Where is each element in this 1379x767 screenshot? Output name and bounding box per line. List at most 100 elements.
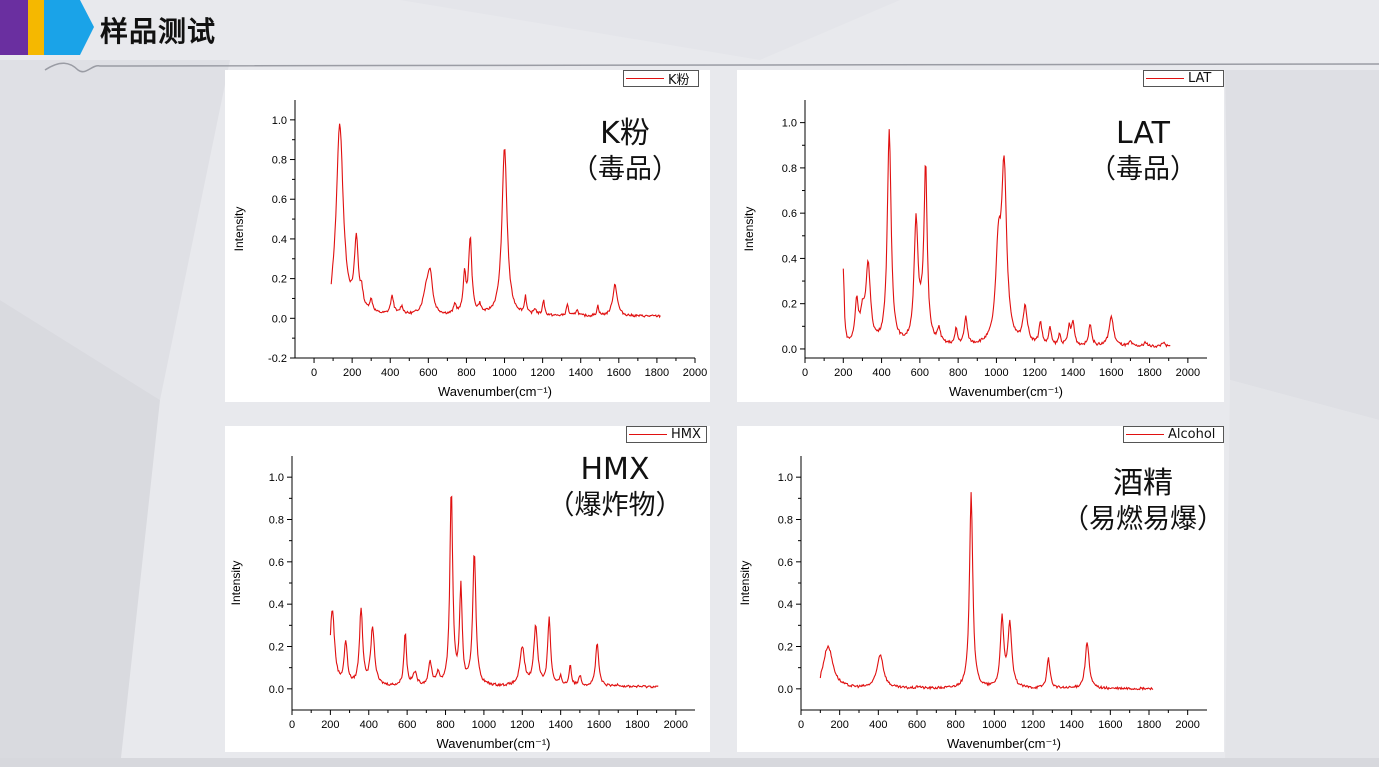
legend-label: HMX <box>671 427 701 442</box>
chart-legend: LAT <box>1143 70 1224 87</box>
x-tick-label: 1000 <box>982 719 1006 731</box>
y-tick-label: 0.0 <box>782 344 797 356</box>
slide-header: 样品测试 <box>0 0 1379 73</box>
legend-label: LAT <box>1188 71 1212 86</box>
x-tick-label: 1200 <box>530 367 554 379</box>
axes: 0.0 0.2 0.4 0.6 0.8 1.0 0 200 400 600 800 1000 1200 1… <box>742 100 1207 399</box>
x-tick-label: 400 <box>872 367 890 379</box>
chart-legend: HMX <box>626 426 707 443</box>
header-underline <box>44 62 1379 73</box>
x-tick-label: 1600 <box>1098 719 1122 731</box>
y-tick-label: 0.2 <box>272 274 287 286</box>
chart-hmx: 0.0 0.2 0.4 0.6 0.8 1.0 0 200 400 600 800 1000 1200 1… <box>229 456 695 751</box>
chart-annotation: HMX （爆炸物） <box>535 452 695 524</box>
x-tick-label: 1200 <box>1021 719 1045 731</box>
x-axis-label: Wavenumber(cm⁻¹) <box>949 384 1063 399</box>
y-axis-label: Intensity <box>738 561 752 606</box>
x-tick-label: 2000 <box>664 719 688 731</box>
y-tick-label: 0.6 <box>778 557 793 569</box>
chart-legend: K粉 <box>623 70 699 88</box>
spectrum-line <box>329 495 659 689</box>
y-tick-label: 0.4 <box>269 599 284 611</box>
chart-panel-hmx: 0.0 0.2 0.4 0.6 0.8 1.0 0 200 400 600 800 1000 1200 1… <box>225 426 710 752</box>
x-tick-label: 1000 <box>472 719 496 731</box>
chart-panel-k-powder: -0.2 0.0 0.2 0.4 0.6 0.8 1.0 0 200 400 600 800 1000 1… <box>225 70 710 402</box>
y-axis-label: Intensity <box>742 207 756 252</box>
chart-lat: 0.0 0.2 0.4 0.6 0.8 1.0 0 200 400 600 800 1000 1200 1… <box>742 100 1207 399</box>
x-tick-label: 2000 <box>1175 719 1199 731</box>
x-tick-label: 1400 <box>1059 719 1083 731</box>
y-tick-label: 1.0 <box>782 118 797 130</box>
x-tick-label: 1800 <box>645 367 669 379</box>
y-tick-label: 0.4 <box>272 234 287 246</box>
y-tick-label: 0.2 <box>778 642 793 654</box>
page-title: 样品测试 <box>100 15 217 48</box>
x-tick-label: 400 <box>360 719 378 731</box>
x-axis-label: Wavenumber(cm⁻¹) <box>438 384 552 399</box>
y-tick-label: 0.8 <box>782 163 797 175</box>
x-tick-label: 200 <box>321 719 339 731</box>
x-tick-label: 400 <box>869 719 887 731</box>
y-tick-label: 0.8 <box>272 155 287 167</box>
x-tick-label: 1800 <box>1137 719 1161 731</box>
axes: -0.2 0.0 0.2 0.4 0.6 0.8 1.0 0 200 400 600 800 1000 1… <box>232 100 707 399</box>
y-tick-label: 0.6 <box>269 557 284 569</box>
spectrum-line <box>330 123 661 319</box>
y-tick-label: 0.0 <box>272 313 287 325</box>
x-tick-label: 1400 <box>568 367 592 379</box>
x-tick-label: 200 <box>343 367 361 379</box>
x-tick-label: 1000 <box>492 367 516 379</box>
header-stripe-yellow <box>28 0 44 55</box>
axes: 0.0 0.2 0.4 0.6 0.8 1.0 0 200 400 600 800 1000 1200 1… <box>229 456 695 751</box>
y-tick-label: 0.2 <box>269 642 284 654</box>
y-tick-label: 0.0 <box>778 684 793 696</box>
annotation-line1: LAT <box>1116 116 1170 151</box>
y-axis-label: Intensity <box>232 207 246 252</box>
annotation-line2: （毒品） <box>571 154 679 185</box>
x-tick-label: 400 <box>381 367 399 379</box>
annotation-line2: （爆炸物） <box>547 490 683 521</box>
y-tick-label: 0.4 <box>782 253 797 265</box>
x-tick-label: 1200 <box>510 719 534 731</box>
x-tick-label: 200 <box>834 367 852 379</box>
y-tick-label: 1.0 <box>778 472 793 484</box>
annotation-line1: 酒精 <box>1113 466 1173 501</box>
header-stripe-blue <box>44 0 94 55</box>
x-tick-label: 1400 <box>1061 367 1085 379</box>
x-tick-label: 0 <box>802 367 808 379</box>
x-tick-label: 800 <box>949 367 967 379</box>
x-tick-label: 1600 <box>607 367 631 379</box>
x-tick-label: 0 <box>798 719 804 731</box>
chart-legend: Alcohol <box>1123 426 1224 443</box>
x-tick-label: 1800 <box>1137 367 1161 379</box>
x-tick-label: 800 <box>457 367 475 379</box>
x-tick-label: 1400 <box>548 719 572 731</box>
chart-alcohol: 0.0 0.2 0.4 0.6 0.8 1.0 0 200 400 600 800 1000 1200 1… <box>738 456 1207 751</box>
y-tick-label: 0.0 <box>269 684 284 696</box>
x-tick-label: 600 <box>419 367 437 379</box>
y-tick-label: 0.6 <box>272 194 287 206</box>
footer-bar <box>0 758 1379 767</box>
y-tick-label: 1.0 <box>269 472 284 484</box>
chart-annotation: LAT （毒品） <box>1083 116 1203 188</box>
x-tick-label: 0 <box>311 367 317 379</box>
x-tick-label: 600 <box>911 367 929 379</box>
x-axis-label: Wavenumber(cm⁻¹) <box>947 736 1061 751</box>
y-tick-label: 1.0 <box>272 115 287 127</box>
y-tick-label: 0.2 <box>782 299 797 311</box>
x-tick-label: 0 <box>289 719 295 731</box>
x-tick-label: 200 <box>830 719 848 731</box>
chart-annotation: K粉 （毒品） <box>565 116 685 188</box>
axes: 0.0 0.2 0.4 0.6 0.8 1.0 0 200 400 600 800 1000 1200 1… <box>738 456 1207 751</box>
annotation-line1: HMX <box>580 452 650 487</box>
x-axis-label: Wavenumber(cm⁻¹) <box>436 736 550 751</box>
chart-panel-lat: 0.0 0.2 0.4 0.6 0.8 1.0 0 200 400 600 800 1000 1200 1… <box>737 70 1224 402</box>
y-tick-label: 0.8 <box>778 515 793 527</box>
spectrum-line <box>842 129 1171 349</box>
x-tick-label: 2000 <box>683 367 707 379</box>
x-tick-label: 1000 <box>984 367 1008 379</box>
y-tick-label: 0.6 <box>782 208 797 220</box>
y-tick-label: 0.8 <box>269 515 284 527</box>
annotation-line2: （易燃易爆） <box>1062 504 1224 535</box>
y-tick-label: 0.4 <box>778 599 793 611</box>
